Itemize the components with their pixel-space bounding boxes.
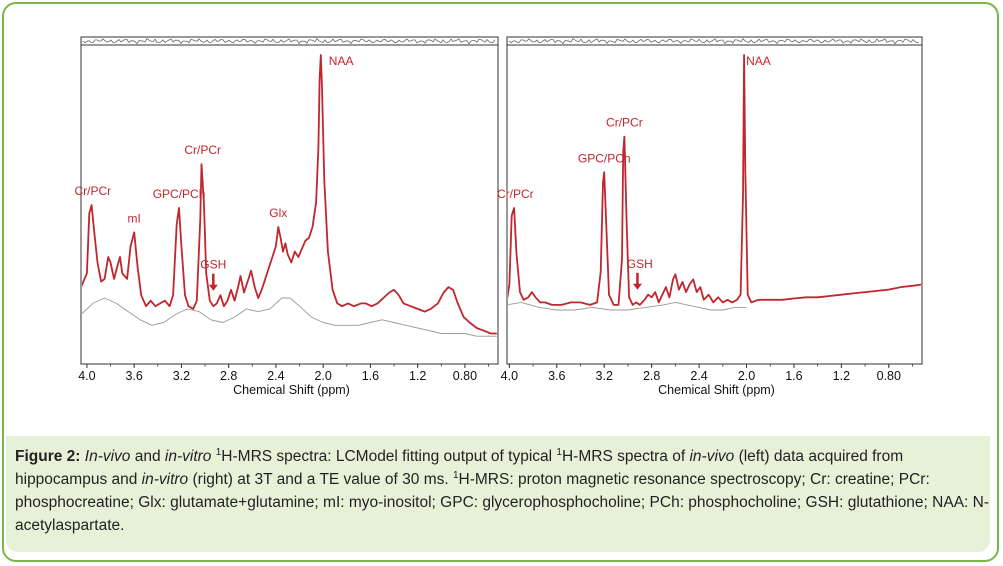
x-tick-label: 1.6 (362, 369, 379, 383)
x-tick-label: 1.6 (785, 369, 802, 383)
plot-area (80, 44, 499, 365)
x-tick-label: 3.2 (173, 369, 190, 383)
caption-run: (right) at 3T and a TE value of 30 ms. (188, 471, 453, 488)
x-tick-label: 4.0 (501, 369, 518, 383)
caption-run: in-vivo (689, 448, 735, 465)
caption-text: In-vivo and in-vitro 1H-MRS spectra: LCM… (15, 447, 990, 535)
right-spectrum-panel: 4.0 3.6 3.2 2.8 2.4 2.0 1.6 1.2 0.80 Chemical Shi… (497, 36, 923, 397)
plot-area (506, 44, 923, 365)
caption-run: (left) data acquired from hippocampus an… (15, 448, 904, 488)
caption-run: H-MRS spectra of (561, 448, 690, 465)
x-tick-label: 4.0 (78, 369, 95, 383)
peak-label: Cr/PCr (497, 187, 534, 201)
x-tick-label: 3.6 (125, 369, 142, 383)
x-tick-label: 2.4 (690, 369, 707, 383)
peak-label: GPC/PCh (578, 151, 631, 165)
peak-label: GSH (200, 258, 226, 272)
x-tick-label: 1.2 (409, 369, 426, 383)
x-axis-title: Chemical Shift (ppm) (233, 383, 350, 397)
peak-label: NAA (329, 54, 354, 68)
caption-run: 1 (556, 447, 562, 458)
caption-run: in-vitro (164, 448, 212, 465)
x-tick-label: 2.0 (314, 369, 331, 383)
x-tick-label: 3.2 (596, 369, 613, 383)
x-axis-title: Chemical Shift (ppm) (658, 383, 775, 397)
peak-label: mI (127, 211, 140, 225)
caption-run: In-vivo (84, 448, 131, 465)
fit-spectrum-line (82, 54, 497, 335)
peak-label: Cr/PCr (74, 184, 111, 198)
caption-run: H-MRS: proton magnetic resonance spectro… (15, 471, 990, 534)
gsh-arrow-head (632, 283, 642, 290)
left-spectrum-panel: 4.0 3.6 3.2 2.8 2.4 2.0 1.6 1.2 0.80 Chemical Shi… (74, 36, 499, 397)
gsh-arrow-head (208, 284, 218, 291)
peak-label: GPC/PCh (153, 187, 206, 201)
peak-label: NAA (746, 54, 771, 68)
residual-trace (82, 38, 496, 45)
residual-trace (508, 38, 919, 45)
caption-run: in-vitro (141, 471, 189, 488)
spectra-figure: 4.0 3.6 3.2 2.8 2.4 2.0 1.6 1.2 0.80 Chemical Shi… (74, 36, 923, 397)
figure-label: Figure 2: (15, 448, 81, 465)
baseline-line (82, 297, 497, 337)
x-tick-label: 0.80 (877, 369, 901, 383)
caption-run: 1 (452, 470, 459, 481)
peak-label: Glx (269, 206, 287, 220)
fit-spectrum-line (508, 54, 921, 306)
figure-caption: Figure 2: In-vivo and in-vitro 1H-MRS sp… (15, 445, 990, 537)
caption-run: 1 (215, 447, 222, 458)
x-tick-label: 3.6 (548, 369, 565, 383)
x-tick-label: 2.4 (267, 369, 284, 383)
caption-background (6, 436, 990, 552)
caption-run: H-MRS spectra: LCModel fitting output of… (221, 448, 557, 465)
x-tick-label: 1.2 (833, 369, 850, 383)
x-tick-label: 2.8 (220, 369, 237, 383)
peak-label: Cr/PCr (606, 116, 643, 130)
x-tick-label: 2.8 (643, 369, 660, 383)
peak-label: GSH (627, 257, 653, 271)
x-tick-label: 0.80 (453, 369, 477, 383)
caption-run: and (130, 448, 165, 465)
baseline-line (508, 301, 747, 311)
x-tick-label: 2.0 (738, 369, 755, 383)
peak-label: Cr/PCr (184, 143, 221, 157)
